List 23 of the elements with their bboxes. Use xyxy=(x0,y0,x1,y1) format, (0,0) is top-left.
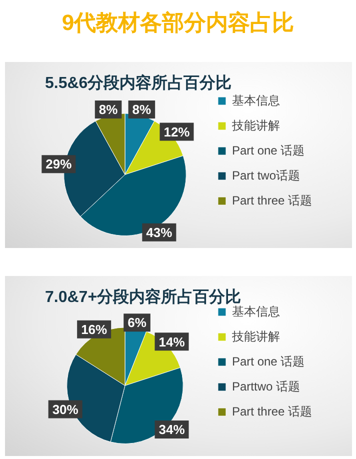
data-label: 43% xyxy=(146,224,173,240)
data-label: 34% xyxy=(158,422,186,438)
data-label: 8% xyxy=(132,102,152,118)
legend-label: Parttwo 话题 xyxy=(232,379,300,394)
legend-label: 技能讲解 xyxy=(230,329,280,344)
data-label: 6% xyxy=(128,315,147,330)
data-label: 8% xyxy=(98,102,118,118)
data-label: 16% xyxy=(81,322,108,337)
chart-title: 7.0&7+分段内容所占百分比 xyxy=(45,287,242,306)
legend-label: Part three 话题 xyxy=(232,404,312,418)
legend-label: Part one 话题 xyxy=(232,354,305,368)
data-label: 12% xyxy=(164,124,190,140)
legend-label: 基本信息 xyxy=(232,93,280,108)
data-label: 14% xyxy=(158,334,186,350)
legend-label: 基本信息 xyxy=(232,304,280,318)
legend-label: 技能讲解 xyxy=(230,118,280,132)
chart-title: 5.5&6分段内容所占百分比 xyxy=(45,73,232,92)
data-label: 29% xyxy=(46,156,72,172)
legend-label: Part one 话题 xyxy=(232,143,305,158)
data-label: 30% xyxy=(52,402,79,417)
legend-label: Part three 话题 xyxy=(232,193,312,208)
legend-label: Part two话题 xyxy=(232,168,300,182)
text: 9代教材各部分内容占比 xyxy=(60,9,296,37)
